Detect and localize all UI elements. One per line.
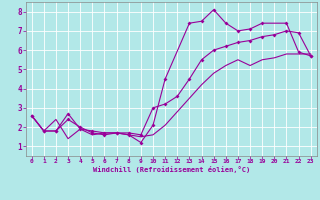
X-axis label: Windchill (Refroidissement éolien,°C): Windchill (Refroidissement éolien,°C) — [92, 166, 250, 173]
